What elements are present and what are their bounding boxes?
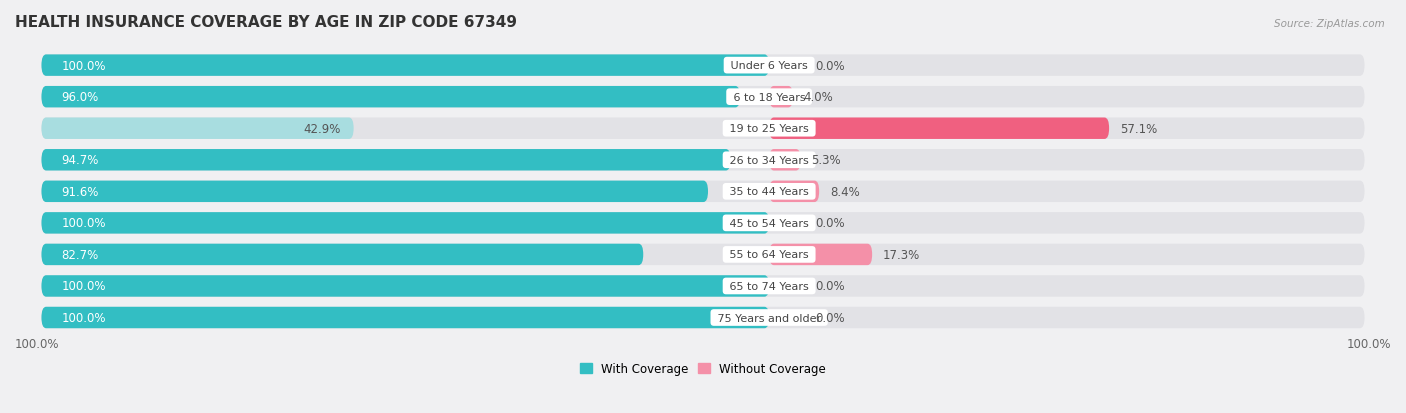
FancyBboxPatch shape [41,213,1365,234]
FancyBboxPatch shape [41,150,1365,171]
FancyBboxPatch shape [41,150,731,171]
FancyBboxPatch shape [769,150,800,171]
Text: 0.0%: 0.0% [815,280,845,293]
Text: 26 to 34 Years: 26 to 34 Years [725,155,813,165]
Text: 4.0%: 4.0% [804,91,834,104]
Text: 19 to 25 Years: 19 to 25 Years [725,124,813,134]
Text: 57.1%: 57.1% [1119,122,1157,135]
Text: 55 to 64 Years: 55 to 64 Years [725,250,813,260]
Text: 82.7%: 82.7% [62,248,98,261]
FancyBboxPatch shape [769,118,1109,140]
Text: 100.0%: 100.0% [62,59,105,72]
FancyBboxPatch shape [41,181,709,202]
FancyBboxPatch shape [41,213,769,234]
Text: 42.9%: 42.9% [304,122,340,135]
FancyBboxPatch shape [41,307,769,328]
Text: 100.0%: 100.0% [62,217,105,230]
Text: 6 to 18 Years: 6 to 18 Years [730,93,808,102]
Text: 75 Years and older: 75 Years and older [714,313,824,323]
Text: Under 6 Years: Under 6 Years [727,61,811,71]
Text: 35 to 44 Years: 35 to 44 Years [725,187,813,197]
FancyBboxPatch shape [41,244,644,266]
FancyBboxPatch shape [41,87,1365,108]
Text: 0.0%: 0.0% [815,311,845,324]
FancyBboxPatch shape [41,275,1365,297]
FancyBboxPatch shape [41,55,769,77]
Text: 100.0%: 100.0% [62,311,105,324]
FancyBboxPatch shape [41,181,1365,202]
FancyBboxPatch shape [41,244,1365,266]
FancyBboxPatch shape [41,307,1365,328]
Legend: With Coverage, Without Coverage: With Coverage, Without Coverage [575,358,831,380]
FancyBboxPatch shape [41,87,740,108]
Text: 100.0%: 100.0% [1347,337,1391,350]
FancyBboxPatch shape [769,181,820,202]
Text: HEALTH INSURANCE COVERAGE BY AGE IN ZIP CODE 67349: HEALTH INSURANCE COVERAGE BY AGE IN ZIP … [15,15,517,30]
Text: 100.0%: 100.0% [62,280,105,293]
Text: 5.3%: 5.3% [811,154,841,167]
FancyBboxPatch shape [769,87,793,108]
Text: 94.7%: 94.7% [62,154,98,167]
FancyBboxPatch shape [41,55,1365,77]
Text: 65 to 74 Years: 65 to 74 Years [725,281,813,291]
Text: 17.3%: 17.3% [883,248,920,261]
Text: 0.0%: 0.0% [815,217,845,230]
FancyBboxPatch shape [41,275,769,297]
Text: 96.0%: 96.0% [62,91,98,104]
Text: 0.0%: 0.0% [815,59,845,72]
Text: 45 to 54 Years: 45 to 54 Years [725,218,813,228]
Text: 100.0%: 100.0% [15,337,59,350]
Text: 91.6%: 91.6% [62,185,98,198]
Text: Source: ZipAtlas.com: Source: ZipAtlas.com [1274,19,1385,28]
FancyBboxPatch shape [41,118,354,140]
FancyBboxPatch shape [769,244,872,266]
Text: 8.4%: 8.4% [830,185,859,198]
FancyBboxPatch shape [41,118,1365,140]
